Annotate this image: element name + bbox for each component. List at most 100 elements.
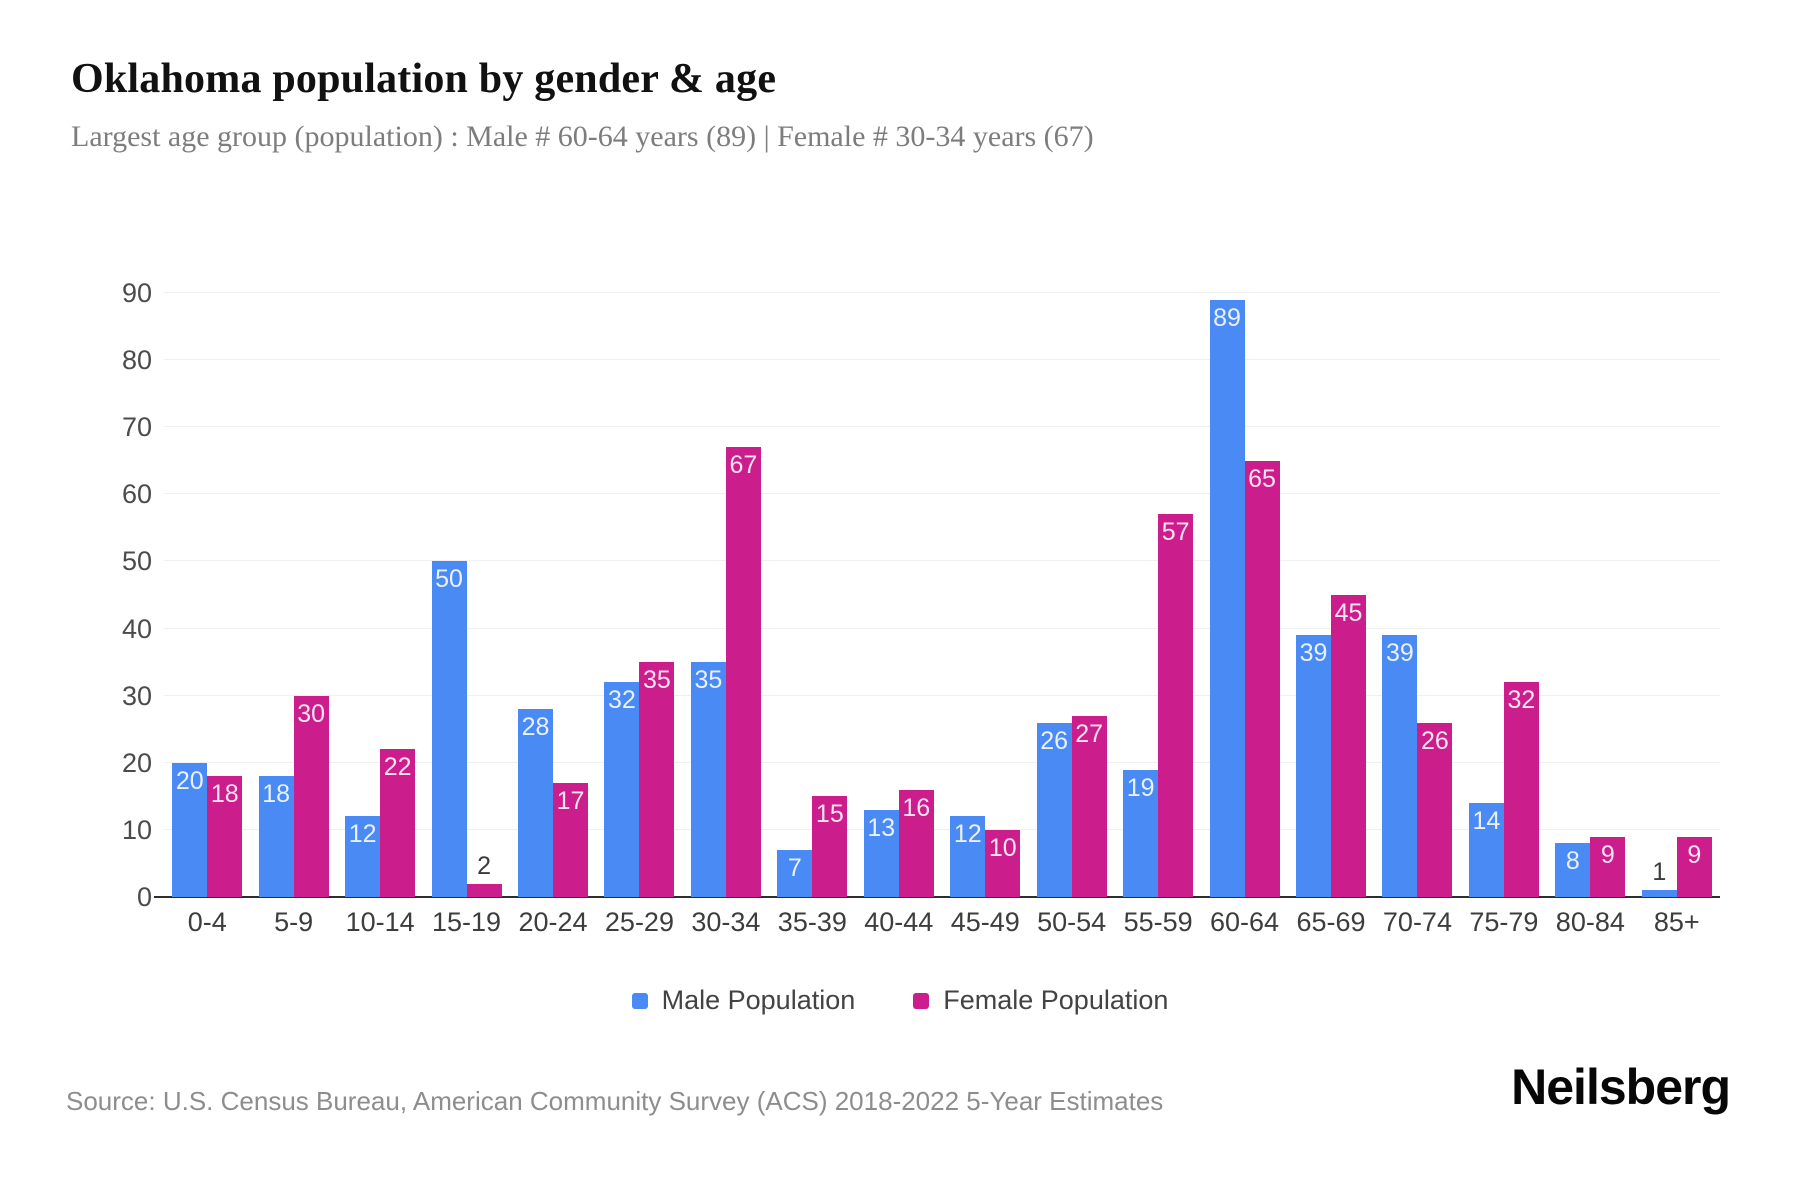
x-tick-label: 40-44: [864, 907, 934, 937]
x-tick-label: 70-74: [1382, 907, 1452, 937]
y-tick-label: 70: [121, 412, 152, 443]
y-tick-label: 80: [121, 345, 152, 376]
bar-value-label: 26: [1421, 726, 1449, 755]
bar-male-80-84[interactable]: 8: [1555, 843, 1591, 897]
bar-male-0-4[interactable]: 20: [172, 762, 208, 897]
bar-value-label: 22: [383, 753, 412, 782]
x-tick-label: 35-39: [777, 907, 847, 937]
bar-value-label: 8: [1565, 847, 1580, 876]
x-tick-label: 55-59: [1123, 907, 1193, 937]
bar-male-75-79[interactable]: 14: [1468, 803, 1504, 897]
bar-value-label: 17: [556, 786, 585, 815]
bar-value-label: 19: [1126, 773, 1155, 802]
legend-item-male[interactable]: Male Population: [631, 985, 855, 1016]
bar-male-45-49[interactable]: 12: [950, 816, 986, 897]
x-tick-label: 50-54: [1037, 907, 1107, 937]
bar-value-label: 9: [1600, 840, 1615, 869]
gridline: [164, 560, 1720, 562]
y-tick-label: 60: [121, 479, 152, 510]
y-tick-label: 0: [136, 882, 152, 912]
bar-male-25-29[interactable]: 32: [604, 682, 640, 897]
bar-female-5-9[interactable]: 30: [293, 695, 329, 897]
bar-male-70-74[interactable]: 39: [1382, 635, 1418, 897]
bar-male-50-54[interactable]: 26: [1036, 722, 1072, 897]
x-tick-label: 0-4: [187, 907, 227, 937]
bar-male-65-69[interactable]: 39: [1296, 635, 1331, 897]
y-tick-label: 90: [121, 278, 152, 308]
chart-subtitle: Largest age group (population) : Male # …: [71, 120, 1094, 153]
bar-value-label: 32: [1507, 686, 1536, 715]
bar-male-15-19[interactable]: 50: [431, 561, 467, 897]
bar-female-25-29[interactable]: 35: [639, 662, 675, 897]
gridline: [164, 828, 1720, 830]
bar-value-label: 16: [902, 793, 931, 822]
bar-value-label: 32: [608, 686, 636, 715]
bar-female-20-24[interactable]: 17: [553, 782, 588, 897]
y-tick-label: 10: [121, 814, 152, 845]
bar-female-70-74[interactable]: 26: [1417, 722, 1453, 897]
bar-male-35-39[interactable]: 7: [777, 850, 813, 897]
x-tick-label: 85+: [1653, 907, 1700, 937]
x-tick-label: 25-29: [604, 907, 674, 937]
bar-value-label: 20: [175, 766, 204, 795]
bar-male-5-9[interactable]: 18: [258, 776, 294, 897]
bar-value-label: 14: [1472, 807, 1501, 836]
bar-value-label: 9: [1687, 840, 1702, 869]
x-tick-label: 80-84: [1555, 907, 1625, 937]
bar-male-55-59[interactable]: 19: [1123, 769, 1159, 897]
bar-female-75-79[interactable]: 32: [1503, 682, 1539, 897]
bar-female-10-14[interactable]: 22: [380, 749, 416, 897]
bar-male-85+[interactable]: 1: [1641, 858, 1677, 897]
bar-value-label: 1: [1652, 858, 1667, 887]
bar-female-80-84[interactable]: 9: [1590, 836, 1626, 897]
bar-female-55-59[interactable]: 57: [1158, 514, 1194, 897]
gridline: [164, 761, 1720, 763]
bar-value-label: 12: [348, 820, 377, 849]
bar-male-10-14[interactable]: 12: [345, 816, 381, 897]
bar-female-40-44[interactable]: 16: [898, 789, 934, 897]
bar-value-label: 13: [867, 813, 896, 842]
bar-value-label: 18: [262, 780, 291, 809]
y-tick-label: 30: [121, 680, 152, 711]
x-tick-label: 20-24: [518, 907, 588, 937]
brand-logo: Neilsberg: [1511, 1059, 1731, 1115]
legend-item-female[interactable]: Female Population: [913, 985, 1168, 1016]
bar-female-60-64[interactable]: 65: [1244, 460, 1280, 897]
bar-value-label: 26: [1040, 726, 1069, 755]
bar-female-65-69[interactable]: 45: [1331, 595, 1366, 897]
x-tick-label: 45-49: [950, 907, 1020, 937]
bar-value-label: 39: [1299, 639, 1328, 668]
bar-value-label: 65: [1248, 464, 1276, 493]
bar-male-60-64[interactable]: 89: [1209, 299, 1245, 897]
bar-female-30-34[interactable]: 67: [725, 447, 761, 897]
bar-female-35-39[interactable]: 15: [812, 796, 848, 897]
source-text: Source: U.S. Census Bureau, American Com…: [66, 1086, 1164, 1116]
bar-female-85+[interactable]: 9: [1676, 836, 1712, 897]
male-swatch-icon: [631, 992, 648, 1009]
bar-female-45-49[interactable]: 10: [985, 829, 1021, 897]
bar-value-label: 35: [643, 666, 671, 695]
x-axis-line: [154, 896, 1720, 898]
bar-value-label: 30: [297, 699, 326, 728]
gridline: [164, 426, 1720, 428]
legend: Male Population Female Population: [0, 985, 1800, 1016]
bar-female-15-19[interactable]: 2: [466, 852, 502, 897]
bar-value-label: 10: [988, 833, 1017, 862]
bar-female-0-4[interactable]: 18: [207, 776, 243, 897]
legend-label-female: Female Population: [943, 985, 1169, 1015]
gridline: [164, 694, 1720, 696]
bar-male-40-44[interactable]: 13: [863, 809, 899, 897]
bar-male-20-24[interactable]: 28: [518, 709, 553, 897]
chart-title: Oklahoma population by gender & age: [71, 56, 777, 102]
gridline: [164, 627, 1720, 629]
bar-value-label: 39: [1386, 639, 1414, 668]
bar-value-label: 57: [1161, 518, 1190, 547]
plot-area: 20 18 18 30 12 22 50 2 28 17 32 35 35 67 7 15 13 16 12 10 26…: [154, 292, 1720, 898]
bar-female-50-54[interactable]: 27: [1071, 715, 1107, 897]
bar-male-30-34[interactable]: 35: [690, 662, 726, 897]
gridline: [164, 292, 1720, 293]
female-swatch-icon: [913, 992, 930, 1009]
bar-value-label: 7: [787, 854, 802, 883]
bar-value-label: 45: [1334, 599, 1363, 627]
x-tick-label: 75-79: [1469, 907, 1539, 937]
